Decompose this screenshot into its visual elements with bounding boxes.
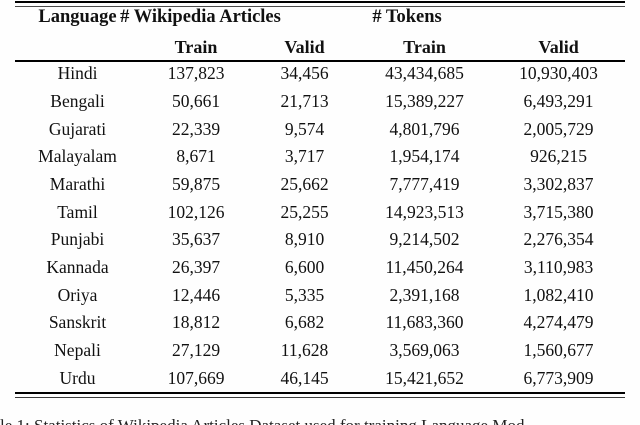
cell-tokens-valid: 10,930,403 bbox=[519, 63, 598, 84]
cell-language: Sanskrit bbox=[48, 312, 107, 333]
table-top-rule-thick bbox=[15, 1, 625, 3]
cell-tokens-train: 3,569,063 bbox=[389, 339, 460, 360]
table-top-rule-thin bbox=[15, 6, 625, 7]
cell-articles-valid: 5,335 bbox=[284, 284, 325, 305]
cell-language: Bengali bbox=[50, 90, 105, 111]
cell-tokens-valid: 6,493,291 bbox=[523, 90, 594, 111]
cell-articles-train: 137,823 bbox=[167, 63, 225, 84]
cell-tokens-train: 43,434,685 bbox=[385, 63, 464, 84]
cell-tokens-valid: 1,082,410 bbox=[523, 284, 594, 305]
sub-header-articles-valid: Valid bbox=[284, 36, 325, 57]
cell-tokens-train: 4,801,796 bbox=[389, 118, 460, 139]
column-group-wikipedia-articles-label: # Wikipedia Articles bbox=[120, 6, 281, 27]
cell-tokens-valid: 3,715,380 bbox=[523, 201, 594, 222]
table-sub-header-row: Train Valid Train Valid bbox=[15, 34, 625, 60]
cell-articles-valid: 21,713 bbox=[280, 90, 329, 111]
cell-articles-valid: 6,600 bbox=[284, 256, 325, 277]
table-caption: le 1: Statistics of Wikipedia Articles D… bbox=[0, 416, 640, 425]
table-row: Hindi 137,823 34,456 43,434,685 10,930,403 bbox=[15, 60, 625, 88]
cell-articles-train: 22,339 bbox=[171, 118, 221, 139]
language-stats-table-container: Language # Wikipedia Articles # Tokens T… bbox=[15, 0, 625, 402]
column-group-tokens-label: # Tokens bbox=[372, 6, 442, 27]
sub-header-articles-train: Train bbox=[174, 36, 218, 57]
cell-articles-train: 27,129 bbox=[171, 339, 221, 360]
cell-tokens-valid: 4,274,479 bbox=[523, 312, 594, 333]
cell-articles-valid: 3,717 bbox=[284, 146, 325, 167]
cell-articles-train: 18,812 bbox=[171, 312, 221, 333]
cell-tokens-train: 11,683,360 bbox=[385, 312, 464, 333]
table-bottom-rule-thick bbox=[15, 392, 625, 394]
cell-tokens-valid: 3,302,837 bbox=[523, 173, 594, 194]
table-row: Sanskrit 18,812 6,682 11,683,360 4,274,479 bbox=[15, 309, 625, 337]
sub-header-tokens-train: Train bbox=[403, 36, 446, 57]
cell-articles-valid: 34,456 bbox=[280, 63, 329, 84]
cell-articles-train: 12,446 bbox=[171, 284, 221, 305]
cell-tokens-valid: 3,110,983 bbox=[523, 256, 594, 277]
cell-tokens-train: 2,391,168 bbox=[389, 284, 460, 305]
cell-language: Punjabi bbox=[50, 229, 105, 250]
cell-language: Marathi bbox=[49, 173, 106, 194]
cell-articles-train: 59,875 bbox=[171, 173, 221, 194]
cell-language: Oriya bbox=[57, 284, 98, 305]
cell-tokens-valid: 2,276,354 bbox=[523, 229, 594, 250]
cell-language: Malayalam bbox=[38, 146, 117, 167]
cell-tokens-train: 15,389,227 bbox=[385, 90, 464, 111]
cell-tokens-train: 14,923,513 bbox=[385, 201, 464, 222]
language-stats-table: Language # Wikipedia Articles # Tokens T… bbox=[15, 0, 625, 392]
column-group-tokens: # Tokens bbox=[357, 0, 625, 34]
table-row: Punjabi 35,637 8,910 9,214,502 2,276,354 bbox=[15, 226, 625, 254]
cell-articles-train: 26,397 bbox=[171, 256, 221, 277]
table-bottom-rule-thin bbox=[15, 397, 625, 398]
cell-tokens-train: 1,954,174 bbox=[389, 146, 460, 167]
sub-header-tokens-valid: Valid bbox=[538, 36, 579, 57]
cell-articles-valid: 25,662 bbox=[280, 173, 329, 194]
cell-articles-valid: 11,628 bbox=[280, 339, 329, 360]
table-row: Tamil 102,126 25,255 14,923,513 3,715,380 bbox=[15, 198, 625, 226]
cell-articles-train: 107,669 bbox=[167, 367, 225, 388]
cell-language: Urdu bbox=[59, 367, 96, 388]
table-row: Marathi 59,875 25,662 7,777,419 3,302,837 bbox=[15, 171, 625, 199]
table-header-rule bbox=[15, 60, 625, 62]
cell-language: Gujarati bbox=[48, 118, 107, 139]
cell-language: Nepali bbox=[54, 339, 101, 360]
cell-articles-valid: 8,910 bbox=[284, 229, 325, 250]
cell-articles-valid: 6,682 bbox=[284, 312, 325, 333]
table-row: Urdu 107,669 46,145 15,421,652 6,773,909 bbox=[15, 364, 625, 392]
cell-articles-valid: 46,145 bbox=[280, 367, 329, 388]
cell-language: Tamil bbox=[57, 201, 98, 222]
table-body: Hindi 137,823 34,456 43,434,685 10,930,403 Be… bbox=[15, 60, 625, 392]
cell-tokens-train: 15,421,652 bbox=[385, 367, 464, 388]
table-row: Kannada 26,397 6,600 11,450,264 3,110,983 bbox=[15, 254, 625, 282]
cell-tokens-train: 9,214,502 bbox=[389, 229, 460, 250]
cell-language: Kannada bbox=[46, 256, 109, 277]
cell-articles-valid: 25,255 bbox=[280, 201, 329, 222]
table-row: Gujarati 22,339 9,574 4,801,796 2,005,729 bbox=[15, 115, 625, 143]
cell-articles-train: 102,126 bbox=[167, 201, 225, 222]
cell-articles-train: 50,661 bbox=[171, 90, 221, 111]
cell-language: Hindi bbox=[57, 63, 98, 84]
cell-tokens-train: 11,450,264 bbox=[385, 256, 464, 277]
cell-tokens-train: 7,777,419 bbox=[389, 173, 460, 194]
cell-tokens-valid: 926,215 bbox=[530, 146, 587, 167]
column-header-language: Language bbox=[38, 6, 117, 27]
table-row: Bengali 50,661 21,713 15,389,227 6,493,291 bbox=[15, 88, 625, 116]
sub-header-empty bbox=[15, 34, 140, 60]
table-row: Malayalam 8,671 3,717 1,954,174 926,215 bbox=[15, 143, 625, 171]
cell-articles-train: 35,637 bbox=[171, 229, 221, 250]
cell-articles-valid: 9,574 bbox=[284, 118, 325, 139]
cell-tokens-valid: 6,773,909 bbox=[523, 367, 594, 388]
column-group-wikipedia-articles: # Wikipedia Articles bbox=[120, 0, 357, 34]
cell-tokens-valid: 2,005,729 bbox=[523, 118, 594, 139]
table-row: Nepali 27,129 11,628 3,569,063 1,560,677 bbox=[15, 337, 625, 365]
table-row: Oriya 12,446 5,335 2,391,168 1,082,410 bbox=[15, 281, 625, 309]
cell-articles-train: 8,671 bbox=[176, 146, 216, 167]
cell-tokens-valid: 1,560,677 bbox=[523, 339, 594, 360]
table-group-header-row: Language # Wikipedia Articles # Tokens bbox=[15, 0, 625, 34]
